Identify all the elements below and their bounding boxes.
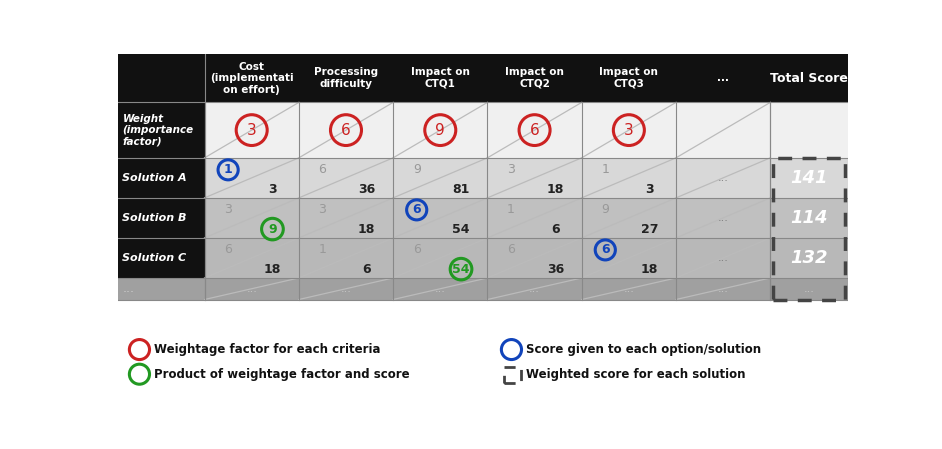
Text: ...: ...: [718, 173, 728, 183]
Text: 3: 3: [224, 203, 232, 216]
Bar: [118, 198, 204, 238]
Text: 81: 81: [452, 183, 470, 196]
Text: ...: ...: [529, 284, 540, 294]
Text: 54: 54: [452, 263, 470, 276]
Bar: [118, 54, 848, 102]
Text: 132: 132: [790, 249, 828, 267]
Text: 3: 3: [318, 203, 326, 216]
Text: Solution C: Solution C: [122, 253, 187, 263]
Text: ...: ...: [718, 253, 728, 263]
Text: 18: 18: [641, 263, 658, 276]
Text: 1: 1: [601, 163, 609, 176]
Text: ...: ...: [246, 284, 257, 294]
Text: 6: 6: [529, 123, 540, 137]
Text: 1: 1: [318, 243, 326, 256]
Text: 18: 18: [546, 183, 564, 196]
Text: ...: ...: [122, 282, 135, 295]
Text: 18: 18: [358, 223, 376, 236]
Bar: [204, 102, 848, 158]
Text: 18: 18: [264, 263, 281, 276]
Text: Processing
difficulty: Processing difficulty: [314, 67, 378, 89]
Text: 6: 6: [224, 243, 232, 256]
Text: ...: ...: [718, 284, 728, 294]
Text: Product of weightage factor and score: Product of weightage factor and score: [154, 368, 410, 381]
Text: 3: 3: [247, 123, 256, 137]
Text: ...: ...: [718, 213, 728, 223]
Text: ...: ...: [624, 284, 634, 294]
Bar: [504, 366, 521, 383]
Bar: [118, 158, 204, 198]
Text: 36: 36: [546, 263, 564, 276]
Text: 6: 6: [507, 243, 515, 256]
Text: 1: 1: [507, 203, 515, 216]
Text: ...: ...: [717, 73, 729, 83]
Text: 9: 9: [601, 203, 609, 216]
Text: 6: 6: [601, 243, 609, 256]
Bar: [204, 158, 771, 198]
Bar: [204, 198, 771, 238]
Text: ...: ...: [804, 284, 815, 294]
Text: 3: 3: [645, 183, 654, 196]
Bar: [118, 54, 204, 299]
Text: Impact on
CTQ3: Impact on CTQ3: [599, 67, 658, 89]
Text: ...: ...: [341, 284, 351, 294]
Text: Score given to each option/solution: Score given to each option/solution: [527, 343, 761, 356]
Text: 3: 3: [507, 163, 515, 176]
Text: 6: 6: [363, 263, 371, 276]
Text: Total Score: Total Score: [771, 72, 848, 84]
Bar: [771, 238, 848, 278]
Text: ...: ...: [435, 284, 446, 294]
Text: 3: 3: [624, 123, 634, 137]
Text: 6: 6: [413, 243, 421, 256]
Text: Weightage factor for each criteria: Weightage factor for each criteria: [154, 343, 381, 356]
Text: 6: 6: [551, 223, 560, 236]
Text: 6: 6: [341, 123, 350, 137]
Text: Cost
(implementati
on effort): Cost (implementati on effort): [210, 62, 294, 95]
Text: 3: 3: [268, 183, 277, 196]
Bar: [118, 278, 848, 299]
Bar: [772, 158, 846, 299]
Text: Solution A: Solution A: [122, 173, 187, 183]
Text: 141: 141: [790, 169, 828, 187]
Bar: [118, 102, 204, 158]
Text: Impact on
CTQ2: Impact on CTQ2: [505, 67, 564, 89]
Text: 36: 36: [358, 183, 375, 196]
Text: Weight
(importance
factor): Weight (importance factor): [122, 114, 193, 147]
Text: 54: 54: [452, 223, 470, 236]
Text: 6: 6: [318, 163, 326, 176]
Bar: [118, 238, 204, 278]
Bar: [204, 238, 771, 278]
Text: 9: 9: [413, 163, 421, 176]
Text: Weighted score for each solution: Weighted score for each solution: [527, 368, 746, 381]
Text: Impact on
CTQ1: Impact on CTQ1: [411, 67, 470, 89]
Bar: [771, 158, 848, 198]
Text: 9: 9: [435, 123, 446, 137]
Text: 9: 9: [268, 223, 277, 236]
Text: 6: 6: [413, 203, 421, 216]
Text: 27: 27: [641, 223, 658, 236]
Bar: [771, 198, 848, 238]
Text: 1: 1: [224, 163, 233, 176]
Text: Solution B: Solution B: [122, 213, 187, 223]
Text: 114: 114: [790, 209, 828, 227]
